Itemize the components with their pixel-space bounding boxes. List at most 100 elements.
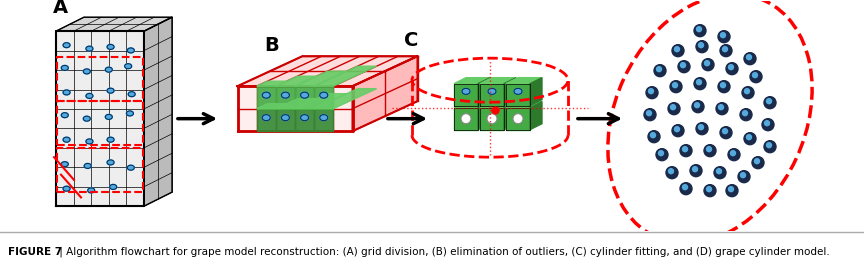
Ellipse shape — [88, 188, 95, 193]
Text: FIGURE 7: FIGURE 7 — [8, 247, 62, 257]
Ellipse shape — [107, 137, 114, 142]
Polygon shape — [295, 71, 346, 86]
Circle shape — [704, 145, 716, 157]
Circle shape — [726, 63, 738, 75]
Polygon shape — [480, 108, 504, 130]
Polygon shape — [506, 108, 530, 130]
Polygon shape — [295, 86, 314, 109]
Circle shape — [740, 173, 746, 178]
Circle shape — [744, 133, 756, 145]
Ellipse shape — [282, 115, 289, 121]
Circle shape — [726, 185, 738, 197]
Circle shape — [696, 80, 702, 85]
Circle shape — [696, 27, 702, 32]
Circle shape — [754, 159, 759, 164]
Circle shape — [720, 45, 732, 57]
Polygon shape — [238, 86, 353, 131]
Ellipse shape — [63, 137, 70, 142]
Circle shape — [707, 147, 711, 152]
Polygon shape — [506, 78, 542, 84]
Polygon shape — [454, 84, 478, 106]
Polygon shape — [257, 109, 276, 131]
Circle shape — [657, 67, 662, 72]
Ellipse shape — [61, 113, 68, 118]
Ellipse shape — [124, 64, 131, 69]
Circle shape — [651, 133, 656, 138]
Circle shape — [683, 185, 688, 190]
Circle shape — [656, 149, 668, 161]
Polygon shape — [144, 17, 172, 206]
Circle shape — [678, 61, 690, 73]
Bar — [57, 148, 143, 192]
Circle shape — [766, 143, 772, 148]
Polygon shape — [478, 78, 490, 106]
Polygon shape — [314, 66, 377, 86]
Polygon shape — [530, 102, 542, 130]
Ellipse shape — [514, 89, 522, 94]
Polygon shape — [295, 94, 346, 109]
Circle shape — [728, 65, 734, 70]
Circle shape — [716, 103, 728, 115]
Ellipse shape — [127, 48, 134, 53]
Ellipse shape — [86, 93, 93, 98]
Circle shape — [670, 81, 682, 93]
Circle shape — [744, 53, 756, 65]
Circle shape — [690, 165, 702, 177]
Circle shape — [675, 47, 679, 52]
Polygon shape — [504, 78, 516, 106]
Bar — [57, 101, 143, 145]
Ellipse shape — [61, 65, 68, 70]
Polygon shape — [276, 109, 295, 131]
Bar — [57, 57, 143, 101]
Polygon shape — [295, 109, 314, 131]
Ellipse shape — [105, 67, 112, 72]
Circle shape — [696, 123, 708, 135]
Ellipse shape — [63, 186, 70, 191]
Polygon shape — [56, 17, 172, 31]
Polygon shape — [314, 109, 334, 131]
Circle shape — [702, 59, 714, 71]
Circle shape — [707, 187, 711, 192]
Polygon shape — [454, 78, 490, 84]
Circle shape — [716, 169, 721, 174]
Polygon shape — [238, 56, 417, 86]
Polygon shape — [353, 56, 417, 131]
Ellipse shape — [107, 44, 114, 49]
Polygon shape — [504, 102, 516, 130]
Polygon shape — [454, 108, 478, 130]
Circle shape — [513, 114, 523, 124]
Circle shape — [742, 111, 747, 116]
Circle shape — [740, 109, 752, 121]
Ellipse shape — [63, 43, 70, 48]
Text: A: A — [53, 0, 68, 17]
Circle shape — [668, 103, 680, 115]
Polygon shape — [56, 31, 144, 206]
Ellipse shape — [86, 46, 93, 51]
Polygon shape — [506, 84, 530, 106]
Circle shape — [694, 25, 706, 37]
Polygon shape — [276, 86, 295, 109]
Ellipse shape — [263, 115, 270, 121]
Circle shape — [721, 83, 726, 88]
Circle shape — [745, 89, 749, 94]
Ellipse shape — [127, 165, 134, 170]
Ellipse shape — [107, 160, 114, 165]
Ellipse shape — [86, 139, 93, 144]
Circle shape — [753, 73, 758, 78]
Text: | Algorithm flowchart for grape model reconstruction: (A) grid division, (B) eli: | Algorithm flowchart for grape model re… — [56, 247, 829, 257]
Circle shape — [683, 147, 688, 152]
Polygon shape — [276, 99, 317, 109]
Ellipse shape — [301, 115, 308, 121]
Circle shape — [718, 31, 730, 43]
Circle shape — [752, 157, 764, 169]
Circle shape — [730, 151, 735, 156]
Circle shape — [672, 45, 684, 57]
Circle shape — [722, 47, 727, 52]
Polygon shape — [478, 102, 490, 130]
Circle shape — [762, 119, 774, 131]
Circle shape — [766, 99, 772, 104]
Polygon shape — [314, 86, 334, 109]
Polygon shape — [257, 86, 276, 109]
Polygon shape — [454, 102, 490, 108]
Ellipse shape — [83, 69, 91, 74]
